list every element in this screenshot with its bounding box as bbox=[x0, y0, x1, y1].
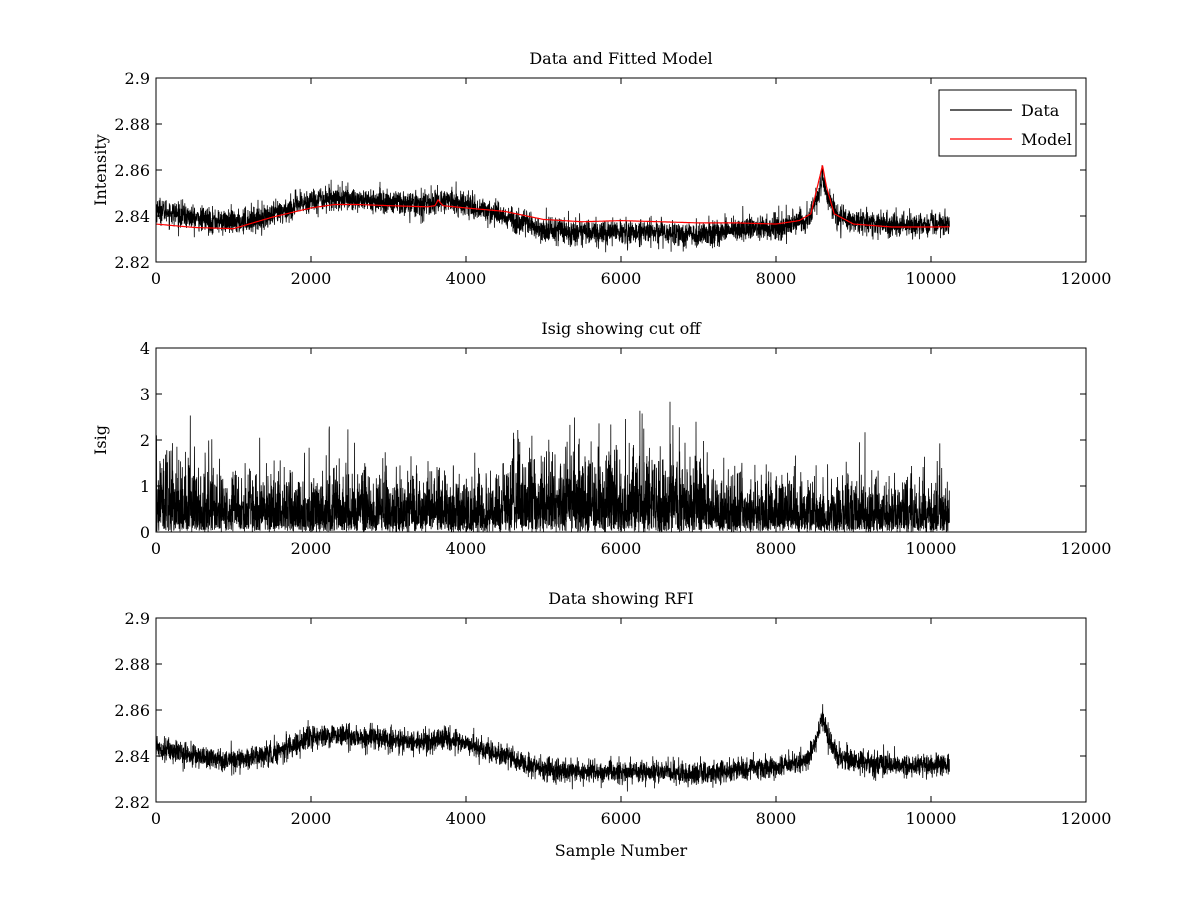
y-tick-label: 2.9 bbox=[125, 69, 150, 88]
x-tick-label: 10000 bbox=[906, 539, 957, 558]
legend-label-data: Data bbox=[1021, 101, 1060, 120]
legend: Data Model bbox=[938, 89, 1077, 157]
x-tick-label: 2000 bbox=[291, 809, 332, 828]
y-tick-label: 2 bbox=[140, 431, 150, 450]
y-tick-label: 2.84 bbox=[114, 747, 150, 766]
y-tick-label: 1 bbox=[140, 477, 150, 496]
legend-box bbox=[938, 89, 1077, 157]
x-tick-label: 4000 bbox=[446, 269, 487, 288]
x-tick-label: 4000 bbox=[446, 539, 487, 558]
y-tick-label: 2.86 bbox=[114, 701, 150, 720]
x-tick-label: 12000 bbox=[1061, 809, 1112, 828]
y-axis-label: Intensity bbox=[91, 134, 110, 206]
y-tick-label: 2.88 bbox=[114, 115, 150, 134]
x-tick-label: 6000 bbox=[601, 269, 642, 288]
y-tick-label: 0 bbox=[140, 523, 150, 542]
x-tick-label: 8000 bbox=[756, 809, 797, 828]
series-line-isig bbox=[156, 401, 950, 532]
y-tick-label: 3 bbox=[140, 385, 150, 404]
x-tick-label: 0 bbox=[151, 809, 161, 828]
x-tick-label: 12000 bbox=[1061, 539, 1112, 558]
y-tick-label: 2.82 bbox=[114, 253, 150, 272]
x-tick-label: 2000 bbox=[291, 539, 332, 558]
x-tick-label: 12000 bbox=[1061, 269, 1112, 288]
x-tick-label: 6000 bbox=[601, 539, 642, 558]
x-tick-label: 8000 bbox=[756, 539, 797, 558]
y-tick-label: 2.86 bbox=[114, 161, 150, 180]
x-tick-label: 0 bbox=[151, 269, 161, 288]
series-line-data bbox=[156, 704, 950, 792]
x-axis-label: Sample Number bbox=[555, 841, 688, 860]
x-tick-label: 10000 bbox=[906, 269, 957, 288]
x-tick-label: 8000 bbox=[756, 269, 797, 288]
y-tick-label: 4 bbox=[140, 339, 150, 358]
chart-panel-1: 0 2000 4000 6000 8000 10000 12000 2.82 2.84 2.86 2… bbox=[91, 49, 1111, 288]
chart-title: Data and Fitted Model bbox=[529, 49, 712, 68]
legend-label-model: Model bbox=[1021, 130, 1072, 149]
chart-title: Isig showing cut off bbox=[541, 319, 702, 338]
chart-title: Data showing RFI bbox=[548, 589, 693, 608]
y-axis-label: Isig bbox=[91, 425, 110, 455]
x-tick-label: 0 bbox=[151, 539, 161, 558]
y-tick-label: 2.84 bbox=[114, 207, 150, 226]
chart-panel-3: 0 2000 4000 6000 8000 10000 12000 2.82 2.84 2.86 2… bbox=[114, 589, 1111, 860]
y-tick-label: 2.9 bbox=[125, 609, 150, 628]
x-tick-label: 4000 bbox=[446, 809, 487, 828]
y-tick-label: 2.88 bbox=[114, 655, 150, 674]
x-tick-label: 6000 bbox=[601, 809, 642, 828]
series-line-data bbox=[156, 165, 950, 253]
x-tick-label: 2000 bbox=[291, 269, 332, 288]
series-line-model bbox=[156, 165, 950, 230]
x-tick-label: 10000 bbox=[906, 809, 957, 828]
chart-panel-2: 0 2000 4000 6000 8000 10000 12000 0 1 2 3 4 Isig sho… bbox=[91, 319, 1111, 558]
y-tick-label: 2.82 bbox=[114, 793, 150, 812]
